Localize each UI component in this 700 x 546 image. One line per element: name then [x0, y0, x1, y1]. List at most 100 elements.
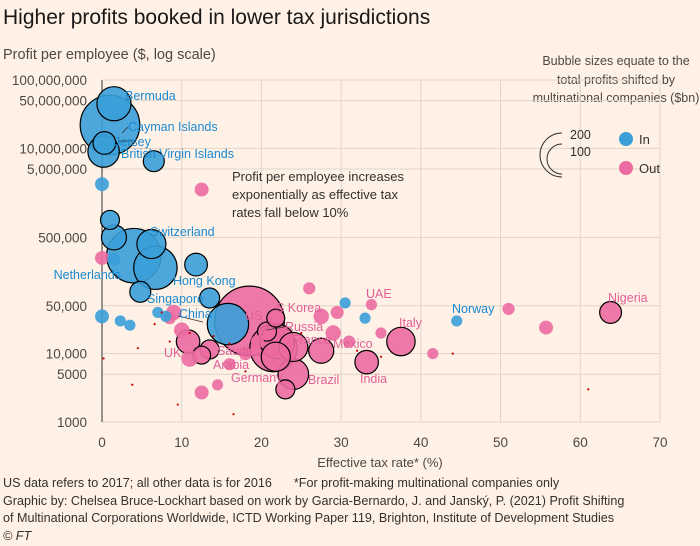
y-tick-label: 500,000 — [38, 230, 87, 245]
label-norway: Norway — [452, 302, 495, 316]
bubble-out — [238, 347, 253, 361]
bubble-in — [95, 309, 109, 324]
label-singapore: Singapore — [147, 292, 204, 306]
legend: 200 100 In Out — [539, 128, 660, 178]
minor-marker — [228, 342, 231, 345]
bubble-out — [250, 334, 265, 349]
bubble-out — [313, 308, 329, 325]
chart-annotation: Profit per employee increases exponential… — [232, 169, 404, 220]
label-mexico: Mexico — [333, 337, 373, 351]
bubble-out — [303, 282, 316, 295]
legend-size-arc-small — [546, 143, 563, 175]
minor-marker — [324, 338, 327, 341]
bubble-bermuda — [96, 86, 132, 122]
minor-marker — [587, 388, 590, 391]
label-uae: UAE — [366, 287, 392, 301]
bubble-out — [502, 302, 515, 316]
bubble-out — [330, 305, 344, 319]
x-tick-label: 10 — [174, 435, 189, 450]
legend-size-arc-large — [539, 132, 563, 178]
bubble-in — [99, 209, 121, 231]
minor-marker — [188, 331, 191, 335]
bubble-in — [114, 315, 126, 327]
bubble-out — [212, 379, 224, 391]
leader-lines — [118, 126, 285, 331]
bubble-singapore — [199, 287, 221, 309]
x-tick-label: 70 — [652, 435, 667, 450]
x-tick-label: 0 — [98, 435, 106, 450]
bubble-out — [427, 348, 439, 360]
label-cayman-islands: Cayman Islands — [128, 120, 218, 134]
bubble-india — [354, 349, 380, 375]
label-hong-kong: Hong Kong — [173, 274, 236, 288]
bubble-in — [339, 297, 351, 309]
x-tick-label: 30 — [334, 435, 349, 450]
legend-size-label-200: 200 — [570, 128, 591, 142]
bubble-in — [359, 312, 371, 324]
legend-in-label: In — [639, 132, 650, 147]
minor-marker — [102, 357, 105, 360]
bubble-russia — [256, 321, 278, 342]
bubble-out — [375, 327, 387, 339]
minor-marker — [160, 311, 163, 314]
minor-marker — [131, 383, 134, 386]
legend-out-dot — [619, 161, 633, 175]
y-tick-labels: 100,000,000 50,000,000 10,000,000 5,000,000… — [12, 73, 87, 430]
label-bermuda: Bermuda — [125, 89, 176, 103]
leader-line — [177, 315, 204, 323]
y-tick-label: 50,000 — [46, 299, 87, 314]
footer-notes: US data refers to 2017; all other data i… — [3, 475, 699, 493]
y-tick-label: 50,000,000 — [19, 94, 87, 109]
bubble-norway — [451, 315, 463, 327]
bubble-jersey — [92, 131, 117, 155]
label-netherlands: Netherlands — [54, 268, 121, 282]
bubbles — [79, 86, 623, 416]
label-jersey: Jersey — [114, 135, 152, 149]
minor-marker — [355, 349, 359, 352]
y-axis-title: Profit per employee ($, log scale) — [3, 47, 216, 63]
x-tick-labels: 0 10 20 30 40 50 60 70 — [98, 435, 667, 450]
label-switzerland: Switzerland — [150, 225, 215, 239]
x-tick-label: 20 — [254, 435, 269, 450]
label-s-korea: S Korea — [276, 301, 321, 315]
minor-marker — [212, 335, 215, 338]
legend-in-dot — [619, 132, 633, 146]
bubble-out — [173, 322, 190, 338]
bubble-out — [539, 320, 553, 335]
bubble-in — [95, 177, 109, 192]
x-tick-label: 50 — [493, 435, 508, 450]
legend-size-label-100: 100 — [570, 145, 591, 159]
bubble-out — [194, 385, 209, 400]
minor-marker — [176, 403, 179, 406]
label-us: US — [245, 309, 262, 323]
bubble-s-korea — [266, 308, 286, 328]
minor-marker — [379, 355, 383, 358]
bubble-china — [206, 302, 250, 346]
leader-line — [121, 126, 129, 134]
footer: US data refers to 2017; all other data i… — [3, 475, 699, 545]
minor-marker — [300, 331, 303, 335]
label-nigeria: Nigeria — [608, 291, 648, 305]
leader-line — [266, 326, 285, 331]
bubble-out — [194, 182, 209, 197]
footer-credit-line-1: Graphic by: Chelsea Bruce-Lockhart based… — [3, 493, 625, 508]
minor-marker — [153, 322, 156, 326]
label-germany: Germany — [231, 371, 283, 385]
bubble-hong-kong — [184, 252, 209, 277]
label-italy: Italy — [399, 316, 423, 330]
bubble-mexico — [308, 337, 335, 364]
label-saudi-arabia: Saudi Arabia — [213, 344, 249, 372]
bubble-germany — [260, 341, 291, 372]
bubble-in — [142, 150, 165, 173]
x-axis-title: Effective tax rate* (%) — [317, 455, 442, 470]
label-uk: UK — [164, 346, 182, 360]
bubble-out — [95, 251, 109, 265]
bubble-switzerland — [136, 228, 167, 260]
chart-title: Higher profits booked in lower tax juris… — [3, 6, 431, 29]
y-tick-label: 5000 — [57, 367, 87, 382]
bubble-out — [275, 379, 296, 400]
legend-out-label: Out — [639, 161, 660, 176]
bubble-in — [129, 280, 152, 303]
